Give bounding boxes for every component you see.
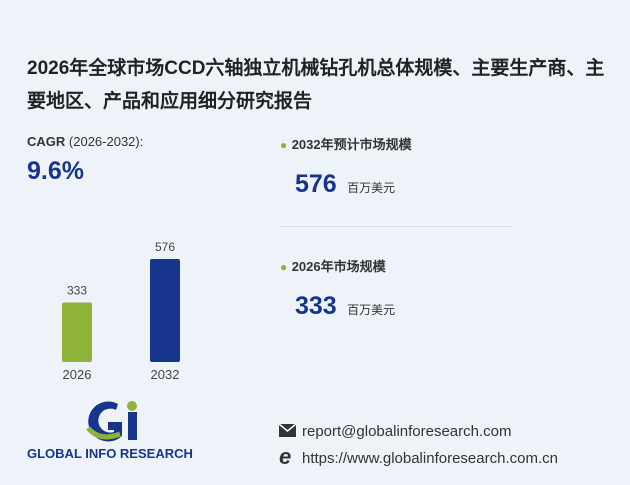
bar-value-label: 576 <box>155 240 175 254</box>
x-tick-label: 2032 <box>151 367 180 382</box>
market-item: ● 2026年市场规模 <box>280 259 386 274</box>
market-label: 2032年预计市场规模 <box>291 137 412 152</box>
url: https://www.globalinforesearch.com.cn <box>302 450 558 467</box>
market-unit: 百万美元 <box>347 181 396 195</box>
bar-value-label: 333 <box>67 283 87 297</box>
cagr-period: (2026-2032): <box>68 134 144 149</box>
bar-chart: 333 2026 576 2032 <box>62 240 180 382</box>
bar <box>62 302 92 362</box>
bar <box>150 259 180 362</box>
market-value-row: 576 百万美元 <box>295 170 395 199</box>
market-value: 333 <box>295 292 337 320</box>
cagr-label: CAGR (2026-2032): <box>27 134 143 149</box>
logo-text: GLOBAL INFO RESEARCH <box>27 446 193 461</box>
title: 2026年全球市场CCD六轴独立机械钻孔机总体规模、主要生产商、主要地区、产品和… <box>27 58 605 112</box>
email: report@globalinforesearch.com <box>302 423 512 440</box>
market-label: 2026年市场规模 <box>291 259 386 274</box>
logo-mark <box>86 401 137 442</box>
market-item: ● 2032年预计市场规模 <box>280 137 412 152</box>
x-tick-label: 2026 <box>63 367 92 382</box>
cagr-value: 9.6% <box>27 157 84 185</box>
divider <box>280 226 512 227</box>
market-unit: 百万美元 <box>347 303 396 317</box>
market-value-row: 333 百万美元 <box>295 292 395 321</box>
cagr-name: CAGR <box>27 134 66 149</box>
market-value: 576 <box>295 170 337 198</box>
mail-icon <box>278 423 297 437</box>
web-icon: e <box>279 444 292 469</box>
